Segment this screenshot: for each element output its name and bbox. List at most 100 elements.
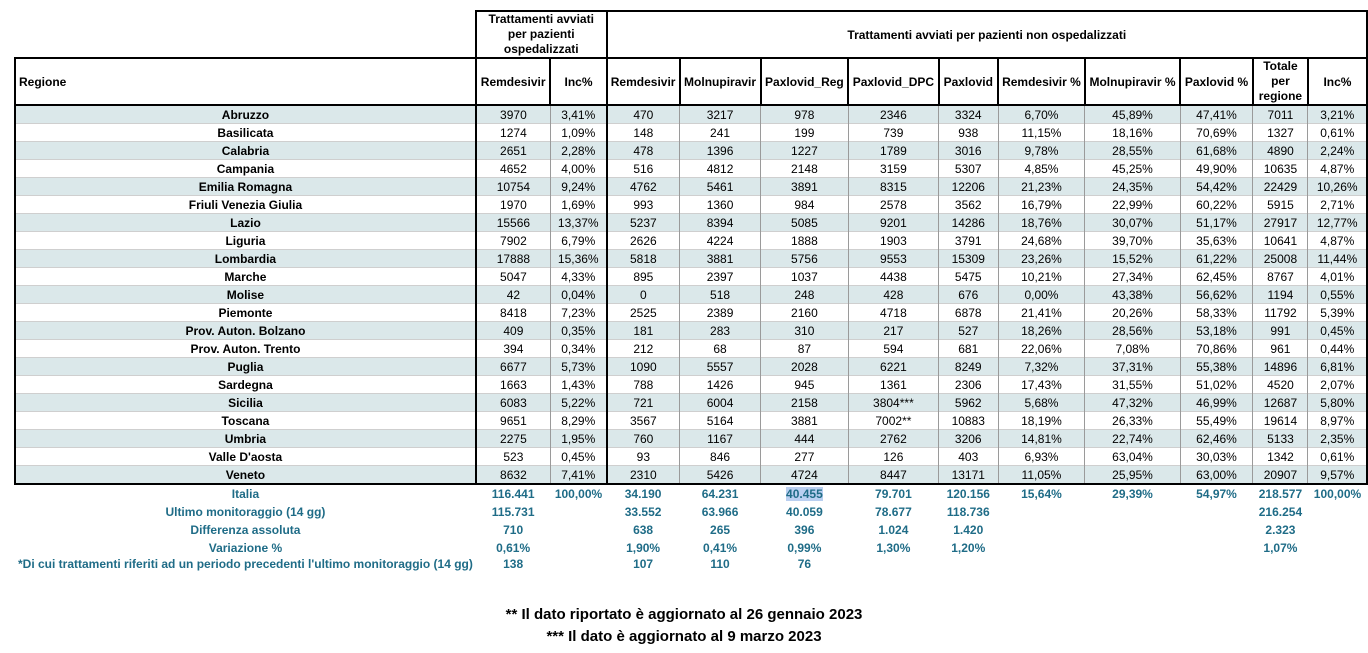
table-cell: 978 xyxy=(760,104,849,124)
table-cell: 27917 xyxy=(1252,213,1308,232)
note-cell xyxy=(1253,557,1308,571)
table-cell: 7011 xyxy=(1252,104,1308,124)
table-cell: 14286 xyxy=(938,213,999,232)
table-cell: 760 xyxy=(605,429,680,448)
table-cell: 13,37% xyxy=(549,213,607,232)
summary-cell: 54,97% xyxy=(1196,487,1237,501)
table-cell: 17,43% xyxy=(997,375,1085,394)
table-cell: 46,99% xyxy=(1179,393,1253,412)
table-cell: 3791 xyxy=(938,231,999,250)
table-cell: 895 xyxy=(605,267,680,286)
table-cell: 13171 xyxy=(938,465,999,485)
summary-cell: 63.966 xyxy=(701,505,739,519)
table-cell: 58,33% xyxy=(1179,303,1253,322)
summary-cell: 78.677 xyxy=(875,505,912,519)
table-cell: 2,35% xyxy=(1307,429,1368,448)
table-cell: 594 xyxy=(847,339,939,358)
table-cell: 961 xyxy=(1252,339,1308,358)
selected-cell-highlight[interactable]: 40.455 xyxy=(786,487,823,501)
note-cell xyxy=(1180,557,1253,571)
summary-label: Italia xyxy=(231,487,260,501)
table-row: Marche 5047 4,33% 895 2397 1037 4438 5475 10,21%… xyxy=(14,267,1368,286)
table-cell: 0,55% xyxy=(1307,285,1368,304)
table-cell: 310 xyxy=(760,321,849,340)
table-cell: 6083 xyxy=(474,393,551,412)
summary-cell xyxy=(1180,521,1253,539)
table-cell: 23,26% xyxy=(997,249,1085,268)
table-cell: 2306 xyxy=(938,375,999,394)
table-cell: 10641 xyxy=(1252,231,1308,250)
region-name: Friuli Venezia Giulia xyxy=(14,195,476,214)
table-cell: 283 xyxy=(679,321,761,340)
summary-cell: 115.731 xyxy=(491,505,535,519)
summary-cell: 218.577 xyxy=(1258,487,1303,501)
note-cell: 110 xyxy=(710,557,730,571)
table-cell: 9201 xyxy=(847,213,939,232)
table-cell: 241 xyxy=(679,123,761,142)
table-cell: 5818 xyxy=(605,249,680,268)
note-cell: 76 xyxy=(797,557,812,571)
table-cell: 409 xyxy=(474,321,551,340)
table-cell: 54,42% xyxy=(1179,177,1253,196)
table-row: Prov. Auton. Trento 394 0,34% 212 68 87 594 681… xyxy=(14,339,1368,358)
table-cell: 55,49% xyxy=(1179,411,1253,430)
table-cell: 676 xyxy=(938,285,999,304)
table-cell: 3881 xyxy=(760,411,849,430)
table-cell: 523 xyxy=(474,447,551,466)
table-cell: 181 xyxy=(605,321,680,340)
note-cell: 107 xyxy=(633,557,654,571)
note-cell xyxy=(550,557,606,571)
table-cell: 11,15% xyxy=(997,123,1085,142)
table-cell: 4718 xyxy=(847,303,939,322)
table-cell: 6677 xyxy=(474,357,551,376)
table-cell: 938 xyxy=(938,123,999,142)
table-cell: 12206 xyxy=(938,177,999,196)
table-cell: 5133 xyxy=(1252,429,1308,448)
table-cell: 2578 xyxy=(847,195,939,214)
table-cell: 3,41% xyxy=(549,104,607,124)
table-cell: 26,33% xyxy=(1084,411,1181,430)
table-cell: 2,28% xyxy=(549,141,607,160)
table-cell: 3891 xyxy=(760,177,849,196)
table-cell: 1090 xyxy=(605,357,680,376)
table-cell: 1,95% xyxy=(549,429,607,448)
table-cell: 18,16% xyxy=(1084,123,1181,142)
summary-cell: 0,99% xyxy=(787,541,822,555)
table-row: Basilicata 1274 1,09% 148 241 199 739 938 11,15%… xyxy=(14,123,1368,142)
note-cell xyxy=(939,557,999,571)
table-cell: 4890 xyxy=(1252,141,1308,160)
table-cell: 22429 xyxy=(1252,177,1308,196)
table-cell: 4724 xyxy=(760,465,849,485)
table-row: Lombardia 17888 15,36% 5818 3881 5756 9553 1530… xyxy=(14,249,1368,268)
summary-cell: 40.059 xyxy=(786,505,823,519)
table-cell: 49,90% xyxy=(1179,159,1253,178)
table-cell: 8767 xyxy=(1252,267,1308,286)
table-cell: 10,21% xyxy=(997,267,1085,286)
table-cell: 1396 xyxy=(679,141,761,160)
table-cell: 2389 xyxy=(679,303,761,322)
col-header-paxlovid-dpc: Paxlovid_DPC xyxy=(847,57,940,106)
summary-cell: 265 xyxy=(710,523,731,537)
note-cell xyxy=(1085,557,1180,571)
table-row: Veneto 8632 7,41% 2310 5426 4724 8447 13171 11,0… xyxy=(14,465,1368,485)
summary-cell xyxy=(550,521,606,539)
table-cell: 20907 xyxy=(1252,465,1308,485)
table-cell: 721 xyxy=(605,393,680,412)
table-cell: 217 xyxy=(847,321,939,340)
table-cell: 18,26% xyxy=(997,321,1085,340)
summary-cell: 396 xyxy=(794,523,815,537)
table-row: Piemonte 8418 7,23% 2525 2389 2160 4718 6878 21,… xyxy=(14,303,1368,322)
table-cell: 4,33% xyxy=(549,267,607,286)
summary-cell: 120.156 xyxy=(946,487,990,501)
table-cell: 1274 xyxy=(474,123,551,142)
summary-cell: 710 xyxy=(503,523,524,537)
table-cell: 2275 xyxy=(474,429,551,448)
table-row: Prov. Auton. Bolzano 409 0,35% 181 283 310 217… xyxy=(14,321,1368,340)
table-cell: 7,32% xyxy=(997,357,1085,376)
table-row: Liguria 7902 6,79% 2626 4224 1888 1903 3791 24,6… xyxy=(14,231,1368,250)
table-cell: 70,86% xyxy=(1179,339,1253,358)
table-cell: 1361 xyxy=(847,375,939,394)
table-cell: 1342 xyxy=(1252,447,1308,466)
table-cell: 0,04% xyxy=(549,285,607,304)
summary-cell: 34.190 xyxy=(624,487,662,501)
